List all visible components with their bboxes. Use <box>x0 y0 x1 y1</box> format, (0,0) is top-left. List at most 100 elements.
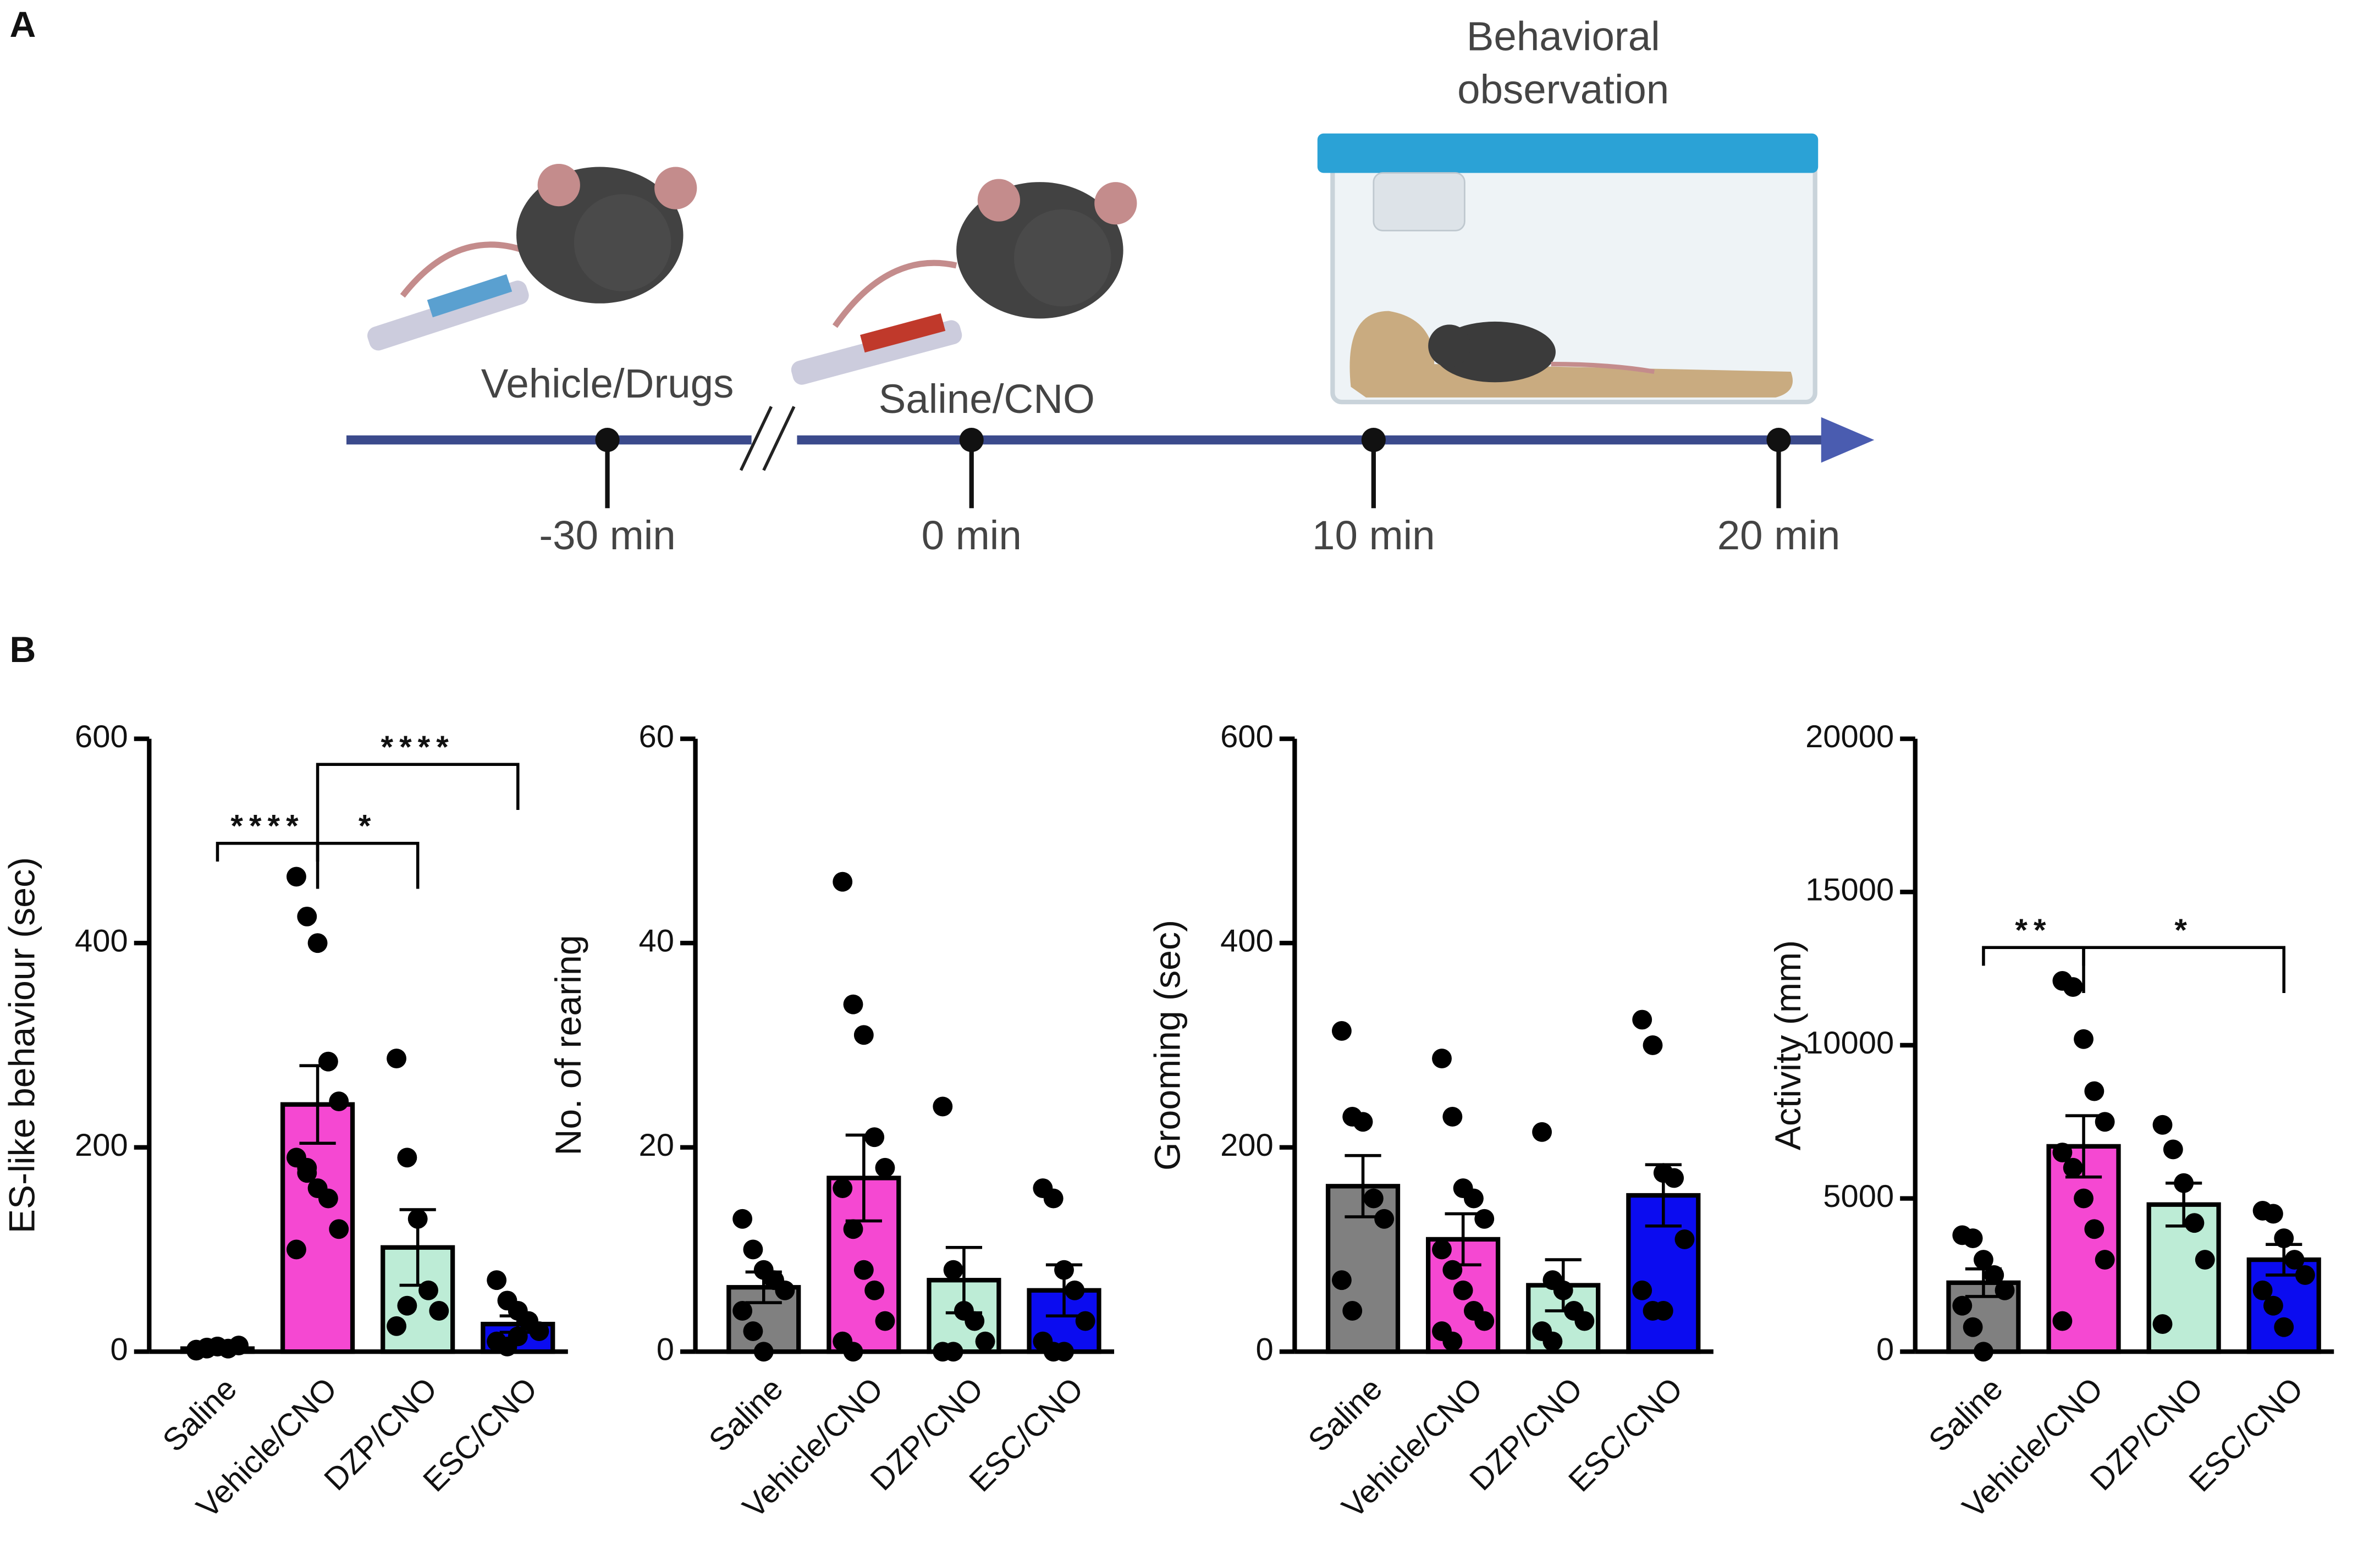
data-point <box>875 1157 895 1178</box>
data-point <box>2095 1112 2115 1132</box>
data-point <box>1963 1317 1983 1337</box>
data-point <box>2274 1228 2294 1248</box>
data-point <box>207 1337 228 1356</box>
diagram-label: Saline/CNO <box>879 376 1095 422</box>
data-point <box>1043 1188 1064 1209</box>
data-point <box>1664 1168 1684 1188</box>
data-point <box>2074 1188 2093 1209</box>
data-point <box>1453 1280 1473 1300</box>
data-point <box>329 1091 349 1112</box>
data-point <box>853 1260 874 1280</box>
data-point <box>2163 1139 2183 1160</box>
data-point <box>2052 1143 2073 1162</box>
data-point <box>1065 1280 1085 1300</box>
data-point <box>775 1280 795 1300</box>
data-point <box>2152 1115 2173 1135</box>
data-point <box>1674 1229 1695 1249</box>
data-point <box>387 1316 406 1336</box>
timepoint-label: 20 min <box>1717 512 1841 558</box>
data-point <box>2274 1317 2294 1337</box>
y-tick-label: 15000 <box>1805 873 1894 908</box>
x-tick-label: Saline <box>1302 1371 1389 1459</box>
y-tick-label: 400 <box>1220 923 1274 958</box>
data-point <box>297 906 317 926</box>
y-tick-label: 0 <box>1256 1332 1274 1367</box>
significance-bracket <box>316 763 520 862</box>
significance-bracket <box>1982 946 2085 993</box>
data-point <box>2084 1081 2104 1101</box>
data-point <box>1653 1301 1673 1321</box>
data-point <box>943 1342 963 1362</box>
data-point <box>943 1260 963 1280</box>
y-tick-label: 40 <box>639 923 674 958</box>
data-point <box>1054 1342 1074 1362</box>
data-point <box>2263 1295 2283 1316</box>
data-point <box>833 871 853 892</box>
x-tick-label: Saline <box>156 1371 244 1459</box>
data-point <box>1374 1209 1395 1229</box>
data-point <box>1331 1021 1352 1041</box>
data-point <box>318 1188 338 1209</box>
data-point <box>1995 1280 2015 1300</box>
data-point <box>753 1342 774 1362</box>
data-point <box>933 1096 953 1117</box>
significance-bracket <box>316 841 420 889</box>
data-point <box>743 1321 763 1342</box>
diagram-label: Behavioral <box>1467 13 1660 59</box>
data-point <box>1353 1112 1373 1132</box>
data-point <box>1442 1331 1463 1352</box>
data-point <box>1632 1010 1652 1030</box>
y-axis-label: Grooming (sec) <box>1148 920 1188 1171</box>
data-point <box>2174 1173 2194 1193</box>
data-point <box>1054 1260 1074 1280</box>
y-tick-label: 400 <box>75 923 128 958</box>
data-point <box>965 1311 985 1331</box>
timepoint-label: 10 min <box>1312 512 1435 558</box>
data-point <box>743 1239 763 1260</box>
data-point <box>407 1209 428 1229</box>
cage <box>1317 133 1819 405</box>
data-point <box>387 1049 406 1069</box>
data-point <box>297 1157 317 1178</box>
diagram-label: observation <box>1457 67 1669 112</box>
significance-bracket <box>2082 946 2285 993</box>
data-point <box>2284 1250 2305 1270</box>
data-point <box>1532 1122 1552 1142</box>
data-point <box>229 1336 249 1356</box>
data-point <box>508 1326 528 1347</box>
y-tick-label: 0 <box>1876 1332 1894 1367</box>
timeline-dot <box>1361 428 1386 453</box>
significance-label: * <box>2174 913 2193 948</box>
data-point <box>2095 1250 2115 1270</box>
data-point <box>1075 1311 1095 1331</box>
data-point <box>1463 1188 1484 1209</box>
data-point <box>1342 1301 1363 1321</box>
timepoint-label: 0 min <box>922 512 1022 558</box>
data-point <box>397 1295 417 1316</box>
data-point <box>732 1301 753 1321</box>
data-point <box>1574 1311 1595 1331</box>
data-point <box>1984 1265 2004 1285</box>
data-point <box>2063 1157 2083 1178</box>
y-axis-label: Activity (mm) <box>1768 940 1809 1150</box>
data-point <box>2195 1250 2215 1270</box>
significance-label: **** <box>381 730 455 765</box>
y-tick-label: 60 <box>639 719 674 754</box>
data-point <box>1974 1250 1993 1270</box>
significance-bracket <box>216 841 319 889</box>
y-tick-label: 10000 <box>1805 1025 1894 1061</box>
data-point <box>1952 1295 1973 1316</box>
data-point <box>1432 1239 1452 1260</box>
data-point <box>2295 1265 2315 1285</box>
timeline-dot <box>595 428 620 453</box>
data-point <box>875 1311 895 1331</box>
data-point <box>1331 1270 1352 1290</box>
timeline-dot <box>959 428 984 453</box>
data-point <box>1974 1342 1993 1362</box>
data-point <box>843 1219 863 1239</box>
data-point <box>2074 1029 2093 1049</box>
mouse-1 <box>367 163 697 351</box>
data-point <box>2152 1314 2173 1334</box>
data-point <box>2063 977 2083 997</box>
data-point <box>287 867 306 887</box>
